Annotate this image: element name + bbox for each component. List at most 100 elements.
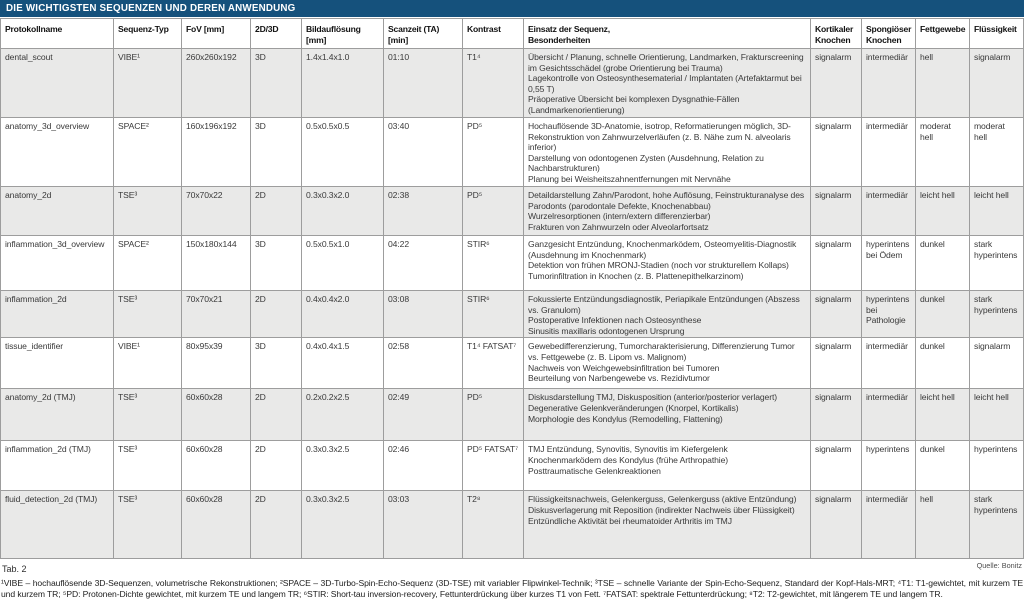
cell-kontrast: PD⁵ (462, 388, 524, 442)
cell-2d3d: 3D (250, 117, 302, 187)
cell-kontrast: T2⁸ (462, 490, 524, 560)
cell-scanzeit: 01:10 (383, 48, 463, 118)
cell-einsatz: TMJ Entzündung, Synovitis, Synovitis im … (523, 440, 811, 492)
col-header-fov: FoV [mm] (181, 18, 251, 49)
cell-kontrast: T1⁴ (462, 48, 524, 118)
cell-fluessigkeit: stark hyperintens (969, 289, 1024, 339)
cell-sequenz-typ: SPACE² (113, 117, 182, 187)
cell-fettgewebe: moderat hell (915, 117, 970, 187)
cell-spongioeser-knochen: intermediär (861, 48, 916, 118)
cell-protokollname: anatomy_2d (0, 186, 114, 236)
col-header-scanzeit: Scanzeit (TA) [min] (383, 18, 463, 49)
cell-sequenz-typ: VIBE¹ (113, 48, 182, 118)
col-header-kortikaler-knochen: Kortikaler Knochen (810, 18, 862, 49)
cell-fluessigkeit: leicht hell (969, 186, 1024, 236)
cell-fettgewebe: dunkel (915, 235, 970, 291)
col-header-fluessigkeit: Flüssigkeit (969, 18, 1024, 49)
cell-sequenz-typ: TSE³ (113, 440, 182, 492)
cell-einsatz: Hochauflösende 3D-Anatomie, isotrop, Ref… (523, 117, 811, 187)
cell-spongioeser-knochen: intermediär (861, 117, 916, 187)
cell-einsatz: Diskusdarstellung TMJ, Diskusposition (a… (523, 388, 811, 442)
cell-spongioeser-knochen: hyperintens bei Ödem (861, 235, 916, 291)
cell-kortikaler-knochen: signalarm (810, 289, 862, 339)
cell-2d3d: 3D (250, 48, 302, 118)
cell-protokollname: fluid_detection_2d (TMJ) (0, 490, 114, 560)
cell-fluessigkeit: stark hyperintens (969, 235, 1024, 291)
cell-fov: 80x95x39 (181, 337, 251, 390)
cell-spongioeser-knochen: intermediär (861, 186, 916, 236)
cell-fettgewebe: dunkel (915, 440, 970, 492)
cell-bildaufloesung: 0.2x0.2x2.5 (301, 388, 384, 442)
cell-protokollname: inflammation_2d (TMJ) (0, 440, 114, 492)
cell-fluessigkeit: hyperintens (969, 440, 1024, 492)
cell-fettgewebe: leicht hell (915, 186, 970, 236)
cell-spongioeser-knochen: intermediär (861, 490, 916, 560)
cell-bildaufloesung: 0.3x0.3x2.0 (301, 186, 384, 236)
cell-fluessigkeit: moderat hell (969, 117, 1024, 187)
cell-kortikaler-knochen: signalarm (810, 117, 862, 187)
cell-bildaufloesung: 0.5x0.5x0.5 (301, 117, 384, 187)
cell-spongioeser-knochen: intermediär (861, 337, 916, 390)
cell-fov: 160x196x192 (181, 117, 251, 187)
cell-einsatz: Gewebedifferenzierung, Tumorcharakterisi… (523, 337, 811, 390)
cell-kontrast: STIR⁶ (462, 289, 524, 339)
cell-protokollname: inflammation_2d (0, 289, 114, 339)
cell-kortikaler-knochen: signalarm (810, 186, 862, 236)
cell-bildaufloesung: 0.4x0.4x2.0 (301, 289, 384, 339)
cell-2d3d: 2D (250, 490, 302, 560)
cell-kontrast: PD⁵ FATSAT⁷ (462, 440, 524, 492)
cell-fluessigkeit: stark hyperintens (969, 490, 1024, 560)
cell-kontrast: PD⁵ (462, 186, 524, 236)
cell-bildaufloesung: 0.3x0.3x2.5 (301, 440, 384, 492)
table-title: DIE WICHTIGSTEN SEQUENZEN UND DEREN ANWE… (6, 3, 296, 14)
cell-fov: 60x60x28 (181, 388, 251, 442)
cell-kontrast: T1⁴ FATSAT⁷ (462, 337, 524, 390)
cell-scanzeit: 03:03 (383, 490, 463, 560)
cell-fluessigkeit: signalarm (969, 337, 1024, 390)
cell-kortikaler-knochen: signalarm (810, 490, 862, 560)
table-row: tissue_identifier VIBE¹ 80x95x39 3D 0.4x… (0, 337, 1024, 390)
cell-kontrast: STIR⁶ (462, 235, 524, 291)
cell-protokollname: inflammation_3d_overview (0, 235, 114, 291)
cell-kortikaler-knochen: signalarm (810, 235, 862, 291)
cell-2d3d: 2D (250, 289, 302, 339)
cell-bildaufloesung: 1.4x1.4x1.0 (301, 48, 384, 118)
sequence-table: Protokollname Sequenz-Typ FoV [mm] 2D/3D… (0, 18, 1024, 560)
table-meta-row: Tab. 2 Quelle: Bonitz (0, 559, 1024, 574)
col-header-einsatz: Einsatz der Sequenz, Besonderheiten (523, 18, 811, 49)
cell-sequenz-typ: SPACE² (113, 235, 182, 291)
cell-sequenz-typ: TSE³ (113, 289, 182, 339)
cell-fluessigkeit: leicht hell (969, 388, 1024, 442)
cell-fov: 70x70x21 (181, 289, 251, 339)
col-header-fettgewebe: Fettgewebe (915, 18, 970, 49)
col-header-sequenz-typ: Sequenz-Typ (113, 18, 182, 49)
cell-scanzeit: 02:58 (383, 337, 463, 390)
cell-fettgewebe: leicht hell (915, 388, 970, 442)
cell-bildaufloesung: 0.4x0.4x1.5 (301, 337, 384, 390)
cell-kortikaler-knochen: signalarm (810, 337, 862, 390)
cell-spongioeser-knochen: hyperintens bei Pathologie (861, 289, 916, 339)
cell-sequenz-typ: VIBE¹ (113, 337, 182, 390)
cell-2d3d: 2D (250, 388, 302, 442)
cell-scanzeit: 02:38 (383, 186, 463, 236)
cell-bildaufloesung: 0.3x0.3x2.5 (301, 490, 384, 560)
cell-einsatz: Flüssigkeitsnachweis, Gelenkerguss, Gele… (523, 490, 811, 560)
table-row: inflammation_2d TSE³ 70x70x21 2D 0.4x0.4… (0, 289, 1024, 339)
cell-sequenz-typ: TSE³ (113, 388, 182, 442)
cell-2d3d: 2D (250, 186, 302, 236)
cell-kortikaler-knochen: signalarm (810, 48, 862, 118)
cell-2d3d: 2D (250, 440, 302, 492)
table-title-bar: DIE WICHTIGSTEN SEQUENZEN UND DEREN ANWE… (0, 0, 1024, 17)
cell-fov: 60x60x28 (181, 440, 251, 492)
cell-scanzeit: 02:46 (383, 440, 463, 492)
footnotes: ¹VIBE – hochauflösende 3D-Sequenzen, vol… (1, 578, 1023, 599)
table-row: anatomy_2d (TMJ) TSE³ 60x60x28 2D 0.2x0.… (0, 388, 1024, 442)
table-row: dental_scout VIBE¹ 260x260x192 3D 1.4x1.… (0, 48, 1024, 118)
cell-spongioeser-knochen: intermediär (861, 388, 916, 442)
source-credit: Quelle: Bonitz (976, 561, 1022, 571)
cell-fov: 260x260x192 (181, 48, 251, 118)
table-caption: Tab. 2 (2, 564, 27, 575)
cell-fluessigkeit: signalarm (969, 48, 1024, 118)
cell-fettgewebe: dunkel (915, 337, 970, 390)
